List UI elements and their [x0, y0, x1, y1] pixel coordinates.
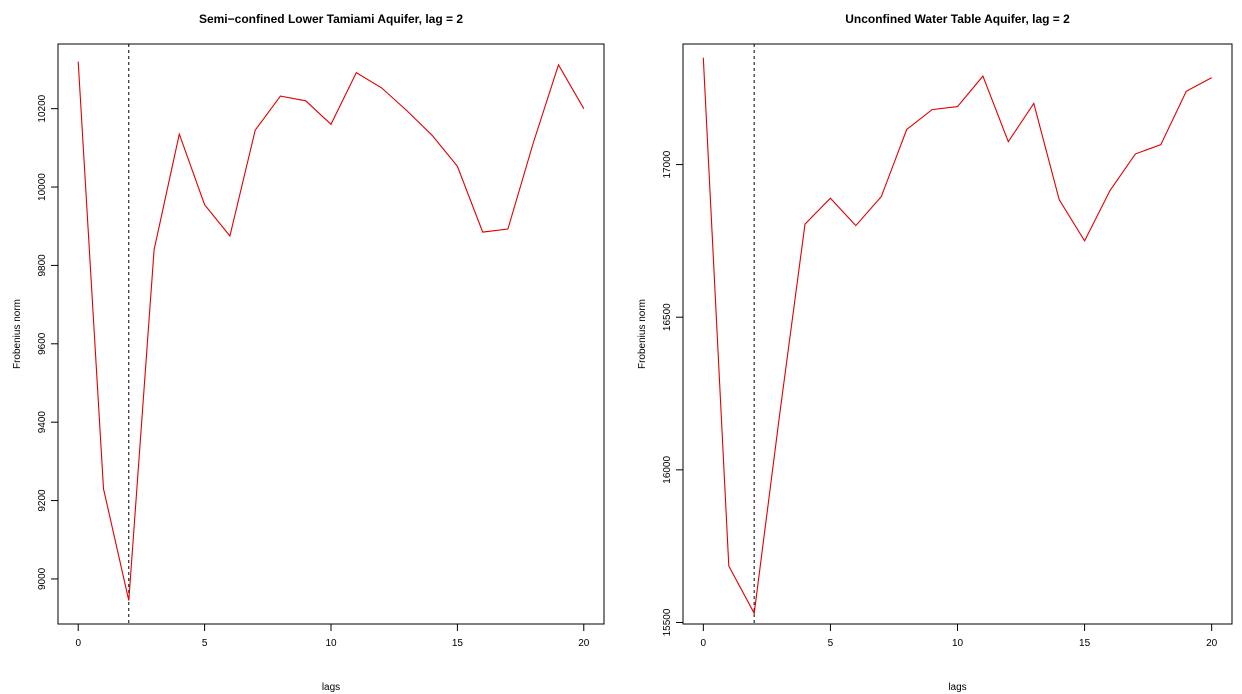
y-tick-label: 9600: [37, 332, 48, 355]
y-axis-label: Frobenius norm: [12, 299, 23, 369]
chart-panel-1: Semi−confined Lower Tamiami Aquifer, lag…: [12, 12, 605, 693]
chart-title: Semi−confined Lower Tamiami Aquifer, lag…: [199, 12, 463, 26]
y-tick-label: 9000: [37, 567, 48, 590]
y-tick-label: 16500: [662, 303, 673, 331]
x-tick-label: 0: [75, 638, 81, 649]
series-line: [702, 57, 1212, 616]
x-tick-label: 5: [202, 638, 208, 649]
y-axis-label: Frobenius norm: [637, 299, 648, 369]
y-tick-label: 9800: [37, 254, 48, 277]
x-tick-label: 20: [578, 638, 590, 649]
x-tick-label: 10: [325, 638, 337, 649]
x-tick-label: 5: [828, 638, 834, 649]
series-line: [77, 61, 585, 601]
x-tick-label: 0: [701, 638, 707, 649]
y-tick-label: 9400: [37, 411, 48, 434]
plot-frame: [682, 43, 1233, 625]
x-tick-label: 10: [952, 638, 964, 649]
chart-title: Unconfined Water Table Aquifer, lag = 2: [845, 12, 1070, 26]
x-tick-label: 15: [1079, 638, 1091, 649]
x-axis-label: lags: [948, 682, 966, 693]
y-tick-label: 10000: [37, 173, 48, 201]
y-tick-label: 9200: [37, 489, 48, 512]
y-tick-label: 17000: [662, 150, 673, 178]
y-tick-label: 16000: [662, 456, 673, 484]
y-tick-label: 15500: [662, 608, 673, 636]
x-tick-label: 20: [1206, 638, 1218, 649]
plot-frame: [57, 43, 605, 625]
x-axis-label: lags: [322, 682, 340, 693]
x-tick-label: 15: [452, 638, 464, 649]
chart-panel-2: Unconfined Water Table Aquifer, lag = 2 0…: [637, 12, 1233, 693]
y-tick-label: 10200: [37, 94, 48, 122]
